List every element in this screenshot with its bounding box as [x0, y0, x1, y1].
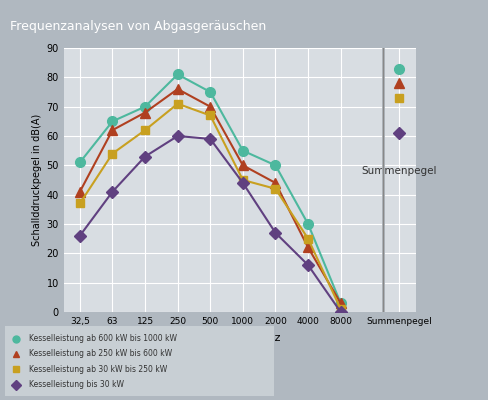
Text: Kesselleistung ab 250 kW bis 600 kW: Kesselleistung ab 250 kW bis 600 kW — [29, 350, 172, 358]
Text: Frequenzanalysen von Abgasgeräuschen: Frequenzanalysen von Abgasgeräuschen — [10, 20, 265, 33]
Text: Kesselleistung bis 30 kW: Kesselleistung bis 30 kW — [29, 380, 124, 389]
Y-axis label: Schallddruckpegel in dB(A): Schallddruckpegel in dB(A) — [32, 114, 42, 246]
Text: Kesselleistung ab 600 kW bis 1000 kW: Kesselleistung ab 600 kW bis 1000 kW — [29, 334, 177, 343]
Text: Kesselleistung ab 30 kW bis 250 kW: Kesselleistung ab 30 kW bis 250 kW — [29, 365, 167, 374]
X-axis label: Frequenz in Hz: Frequenz in Hz — [198, 333, 280, 343]
Text: Summenpegel: Summenpegel — [361, 166, 436, 176]
FancyBboxPatch shape — [0, 322, 287, 400]
